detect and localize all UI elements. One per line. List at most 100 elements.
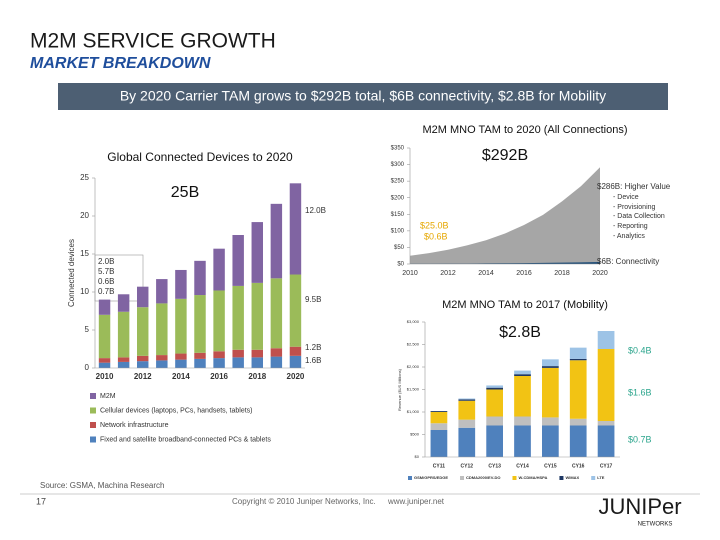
legend-label: M2M	[100, 393, 116, 400]
bar-segment	[458, 419, 476, 428]
annotation: 1.6B	[305, 356, 321, 365]
bar-segment	[175, 359, 187, 368]
y-tick-label: $300	[391, 162, 405, 168]
bar-segment	[486, 389, 503, 417]
bar-segment	[232, 349, 244, 358]
bar-segment	[194, 352, 206, 359]
annotation: 0.7B	[98, 287, 114, 296]
bar-segment	[156, 303, 168, 356]
banner-text: By 2020 Carrier TAM grows to $292B total…	[120, 88, 606, 104]
annotation: $6B: Connectivity	[597, 257, 659, 266]
y-tick-label: $1,000	[407, 409, 420, 414]
y-tick-label: 0	[85, 363, 90, 372]
y-tick-label: $0	[397, 262, 404, 268]
bar-segment	[175, 353, 187, 360]
bar-segment	[213, 358, 225, 368]
legend-label: WIMAX	[565, 475, 579, 480]
bar-segment	[117, 311, 130, 358]
bar-segment	[514, 376, 531, 417]
x-tick-label: 2012	[440, 270, 456, 277]
y-tick-label: $0	[415, 454, 420, 459]
banner-box	[58, 83, 668, 110]
x-tick-label: CY16	[572, 463, 585, 469]
bar-segment	[98, 314, 111, 359]
area	[410, 262, 600, 264]
y-tick-label: $3,000	[407, 319, 420, 324]
slide-title: M2M SERVICE GROWTH	[30, 30, 276, 53]
bar-segment	[175, 298, 187, 354]
bar-segment	[270, 356, 283, 368]
bar-segment	[251, 222, 263, 283]
bar-segment	[289, 183, 302, 275]
bar-segment	[270, 203, 283, 279]
bar-segment	[569, 425, 587, 457]
bar-segment	[569, 418, 587, 426]
x-tick-label: CY12	[461, 463, 474, 469]
bar-segment	[98, 299, 111, 315]
bar-segment	[194, 295, 206, 353]
bar-segment	[156, 360, 168, 368]
y-tick-label: $100	[391, 228, 405, 234]
x-tick-label: CY14	[516, 463, 529, 469]
y-tick-label: $2,500	[407, 342, 420, 347]
y-tick-label: $200	[391, 195, 405, 201]
legend-label: Network infrastructure	[100, 422, 169, 429]
bar-segment	[251, 282, 263, 350]
bar-segment	[289, 346, 302, 356]
y-tick-label: $1,500	[407, 387, 420, 392]
legend-swatch	[90, 422, 96, 428]
bar-segment	[289, 274, 302, 347]
copyright: Copyright © 2010 Juniper Networks, Inc.	[232, 497, 376, 506]
y-tick-label: 5	[85, 325, 90, 334]
annotation: - Provisioning	[613, 204, 656, 211]
bar-segment	[175, 269, 187, 299]
legend-swatch	[559, 476, 564, 480]
annotation: $292B	[482, 147, 528, 164]
legend-swatch	[591, 476, 596, 480]
legend-label: Cellular devices (laptops, PCs, handsets…	[100, 407, 253, 414]
legend-swatch	[90, 393, 96, 399]
bar-segment	[597, 425, 615, 457]
y-tick-label: $500	[410, 432, 420, 437]
url: www.juniper.net	[387, 497, 445, 506]
legend-label: GSM/GPRS/EDGE	[414, 475, 448, 480]
bar-segment	[289, 355, 302, 368]
bar-segment	[458, 399, 476, 401]
bar-segment	[194, 260, 206, 296]
bar-segment	[542, 359, 559, 367]
bar-segment	[156, 355, 168, 361]
annotation: 0.6B	[98, 277, 114, 286]
bar-segment	[514, 374, 531, 376]
annotation: 1.2B	[305, 343, 321, 352]
y-tick-label: 10	[80, 287, 89, 296]
bar-segment	[232, 235, 244, 286]
y-tick-label: $50	[394, 245, 405, 251]
bar-segment	[137, 355, 149, 362]
bar-segment	[213, 248, 225, 291]
bar-segment	[569, 360, 587, 419]
annotation: $25.0B	[420, 220, 449, 230]
bar-segment	[194, 358, 206, 368]
bar-segment	[98, 358, 111, 363]
annotation: $1.6B	[628, 387, 652, 397]
bar-segment	[117, 361, 130, 368]
x-tick-label: CY11	[433, 463, 445, 469]
y-axis-label: Connected devices	[67, 239, 76, 307]
bar-segment	[486, 385, 503, 388]
legend-swatch	[90, 407, 96, 414]
x-tick-label: 2010	[96, 372, 114, 381]
bar-segment	[458, 427, 476, 457]
bar-segment	[458, 400, 476, 420]
annotation: $2.8B	[499, 324, 541, 341]
bar-segment	[117, 294, 130, 312]
x-tick-label: CY17	[600, 463, 613, 469]
bar-segment	[597, 349, 615, 421]
bar-segment	[232, 357, 244, 368]
bar-segment	[232, 285, 244, 350]
bar-segment	[542, 366, 559, 368]
annotation: $0.4B	[628, 345, 652, 355]
logo-sub: NETWORKS	[638, 522, 673, 528]
x-tick-label: 2014	[478, 270, 494, 277]
annotation: $0.7B	[628, 434, 652, 444]
